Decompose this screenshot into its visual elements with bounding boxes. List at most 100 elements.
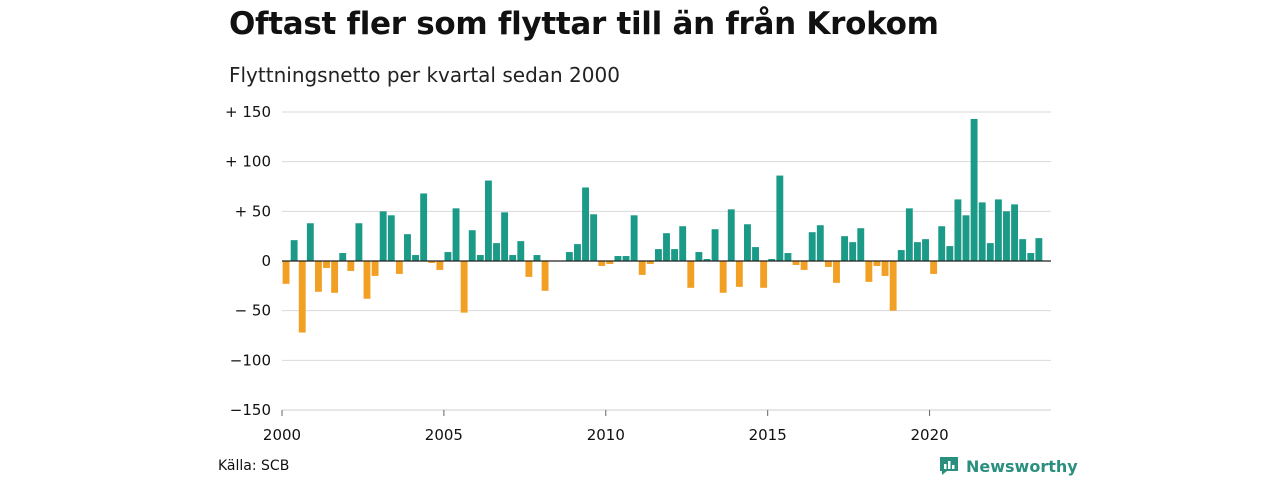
bar: [452, 208, 460, 261]
bar: [363, 261, 371, 299]
bar: [905, 208, 913, 261]
bar: [533, 255, 541, 261]
chart-subtitle: Flyttningsnetto per kvartal sedan 2000: [229, 63, 620, 87]
bar: [371, 261, 379, 276]
bar: [768, 259, 776, 261]
bar: [978, 202, 986, 261]
bar: [857, 228, 865, 261]
bar: [420, 193, 428, 261]
newsworthy-logo[interactable]: Newsworthy: [938, 455, 1078, 477]
bar: [468, 230, 476, 261]
bar: [622, 256, 630, 261]
bar: [404, 234, 411, 261]
bar: [355, 223, 363, 261]
bar: [598, 261, 606, 266]
bar: [679, 226, 687, 261]
bar: [792, 261, 800, 265]
x-tick-label: 2005: [425, 426, 463, 444]
bar: [298, 261, 306, 333]
bar: [881, 261, 889, 276]
bar: [476, 255, 484, 261]
bar: [711, 229, 719, 261]
bar: [671, 249, 679, 261]
x-tick-label: 2015: [749, 426, 787, 444]
bar: [590, 214, 598, 261]
bar: [412, 255, 419, 261]
bar: [638, 261, 646, 275]
bar: [954, 199, 962, 261]
bar: [630, 215, 638, 261]
bar: [517, 241, 525, 261]
y-tick-label: + 50: [235, 202, 271, 220]
bar: [889, 261, 897, 311]
y-tick-label: −100: [230, 351, 271, 369]
bar: [897, 250, 905, 261]
bar: [986, 243, 994, 261]
bar: [849, 242, 857, 261]
bar: [833, 261, 840, 283]
y-tick-label: − 50: [235, 302, 271, 320]
bars: [282, 118, 1043, 333]
bar: [574, 244, 581, 261]
bar: [614, 256, 622, 261]
bar: [824, 261, 832, 267]
bar: [1027, 253, 1035, 261]
brand-name: Newsworthy: [966, 456, 1078, 476]
bar: [776, 175, 784, 261]
bar: [703, 259, 711, 261]
bar: [493, 243, 500, 261]
bar: [323, 261, 330, 268]
bar: [331, 261, 339, 293]
bar: [565, 252, 573, 261]
bar: [436, 261, 444, 270]
bar: [735, 261, 743, 287]
bar: [460, 261, 468, 313]
bar: [865, 261, 873, 282]
bar: [663, 233, 670, 261]
bar: [282, 261, 290, 284]
bar: [395, 261, 403, 274]
bar: [744, 224, 751, 261]
bar: [646, 261, 654, 264]
source-label: Källa: SCB: [218, 458, 290, 474]
axes: + 150 + 100 + 50 0 − 50 −100 −150 2000 2005 2010 2…: [225, 103, 1051, 444]
newsworthy-icon: [940, 457, 958, 475]
bar: [752, 247, 759, 261]
y-tick-label: 0: [261, 252, 271, 270]
bar: [582, 187, 589, 261]
bar: [914, 242, 921, 261]
bar: [719, 261, 727, 293]
y-tick-label: + 150: [225, 103, 271, 121]
bar: [290, 240, 298, 261]
bar: [946, 246, 954, 261]
x-tick-label: 2010: [587, 426, 625, 444]
bar: [760, 261, 768, 288]
bar: [606, 261, 614, 264]
bar: [444, 252, 452, 261]
bar: [306, 223, 314, 261]
bar: [387, 215, 395, 261]
bar: [314, 261, 322, 292]
bar: [938, 226, 946, 261]
bar: [695, 252, 703, 261]
bar: [994, 199, 1002, 261]
bar: [930, 261, 938, 274]
bar: [347, 261, 355, 271]
bar: [800, 261, 808, 270]
bar: [484, 180, 492, 261]
bar: [501, 212, 509, 261]
bar: [1011, 204, 1019, 261]
bar: [970, 118, 978, 261]
x-tick-label: 2000: [263, 426, 301, 444]
y-tick-label: + 100: [225, 153, 271, 171]
bar: [1003, 211, 1010, 261]
bar: [784, 253, 792, 261]
bar: [922, 239, 929, 261]
bar: [379, 211, 387, 261]
bar: [727, 209, 735, 261]
bar: [339, 253, 347, 261]
bar: [541, 261, 549, 291]
bar: [509, 255, 517, 261]
chart-title: Oftast fler som flyttar till än från Kro…: [229, 6, 939, 42]
